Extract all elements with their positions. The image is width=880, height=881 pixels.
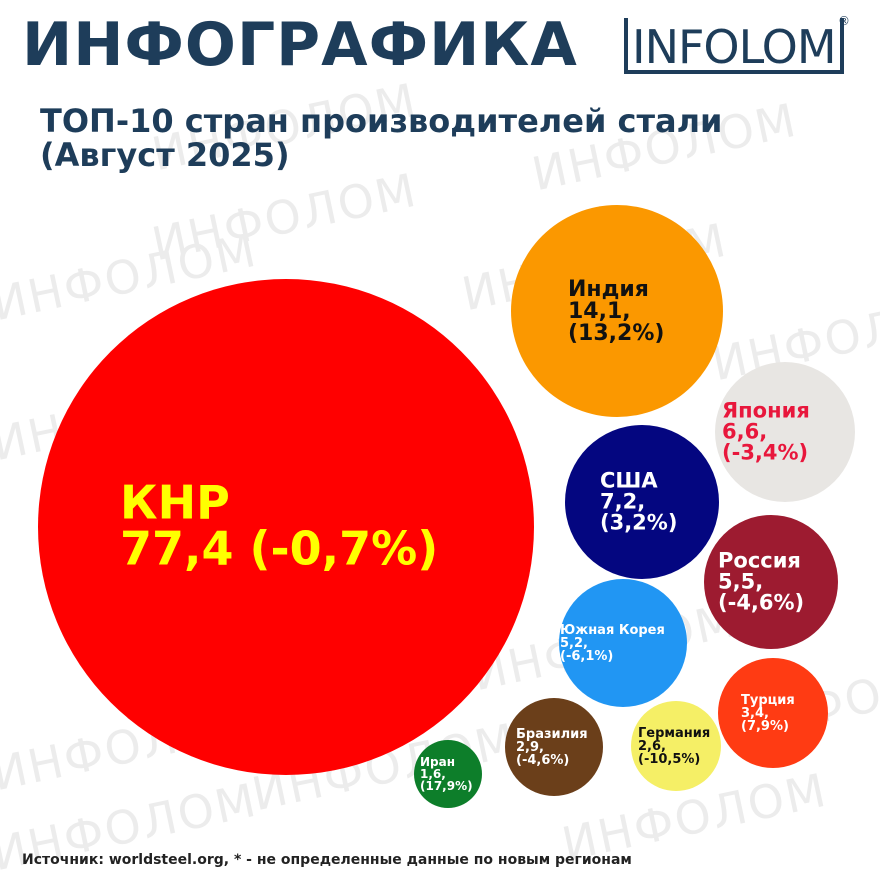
- bubble-circle: [715, 362, 855, 502]
- bubble-change: (-10,5%): [638, 752, 700, 767]
- bubble-change: (13,2%): [568, 321, 664, 346]
- bubble-label: Бразилия: [516, 727, 588, 742]
- bubble-change: (3,2%): [600, 511, 677, 535]
- subtitle-line-2: (Август 2025): [40, 136, 290, 174]
- bubble-circle: [631, 701, 721, 791]
- bubble-change: (-6,1%): [560, 649, 613, 664]
- bubble-value: 14,1,: [568, 299, 631, 324]
- subtitle-line-1: ТОП-10 стран производителей стали: [40, 102, 723, 140]
- bubble-circle: [511, 205, 723, 417]
- infolom-logo: INFOLOM ®: [624, 14, 850, 76]
- bubble-label: Индия: [568, 277, 649, 302]
- bubble-circle: [718, 658, 828, 768]
- infographic-title: ИНФОГРАФИКА: [22, 10, 578, 80]
- bubble-change: (-4,6%): [718, 591, 804, 615]
- bubble-value: 2,9,: [516, 740, 544, 755]
- logo-frame: [624, 18, 844, 74]
- registered-mark: ®: [838, 14, 850, 28]
- bubble-label: Россия: [718, 549, 801, 573]
- bubble-label: Турция: [741, 693, 795, 708]
- bubble-value: 6,6,: [722, 420, 767, 444]
- bubble-label: Германия: [638, 726, 710, 741]
- bubble-label: Япония: [722, 399, 810, 423]
- source-footer: Источник: worldsteel.org, * - не определ…: [22, 852, 632, 868]
- bubble-circle: [704, 515, 838, 649]
- bubble-label: США: [600, 469, 658, 493]
- bubble-circle: [565, 425, 719, 579]
- bubble-value: 7,2,: [600, 490, 645, 514]
- bubble-circle: [505, 698, 603, 796]
- bubble-change: (-4,6%): [516, 753, 569, 768]
- bubble-value: 5,5,: [718, 570, 763, 594]
- bubble-label: Иран: [420, 755, 455, 769]
- bubble-change: (17,9%): [420, 779, 473, 793]
- bubble-label: Южная Корея: [560, 623, 665, 638]
- bubble-circle: [38, 279, 534, 775]
- bubble-change: (7,9%): [741, 719, 789, 734]
- bubble-label: КНР: [120, 476, 230, 530]
- bubble-change: 77,4 (-0,7%): [120, 522, 438, 576]
- logo-text: INFOLOM: [632, 20, 837, 74]
- bubble-circle: [559, 579, 687, 707]
- chart-subtitle: ТОП-10 стран производителей стали (Авгус…: [40, 104, 722, 172]
- bubble-change: (-3,4%): [722, 441, 808, 465]
- bubble-value: 3,4,: [741, 706, 769, 721]
- bubble-value: 1,6,: [420, 767, 446, 781]
- bubble-value: 2,6,: [638, 739, 666, 754]
- bubble-value: 5,2,: [560, 636, 588, 651]
- bubble-circle: [414, 740, 482, 808]
